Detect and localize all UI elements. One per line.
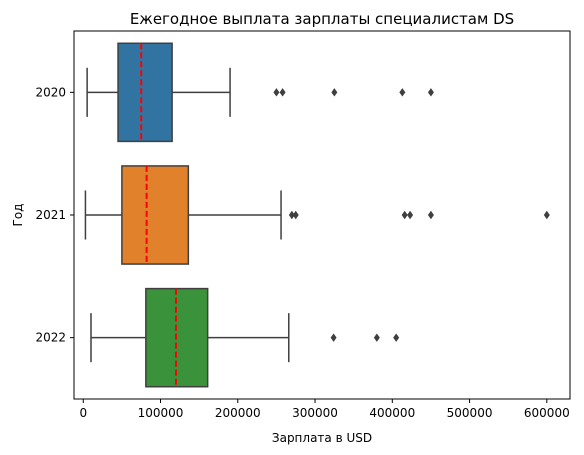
outlier-year-2021-0 [288,210,295,220]
y-tick-label-year-2020: 2020 [35,85,66,99]
box-year-2020 [117,42,173,143]
outlier-year-2020-4 [427,88,434,97]
axes: 2020 2021 2022 0 100000 200000 300000 400000 500… [35,85,569,420]
y-axis-label: Год [11,204,25,227]
outlier-year-2021-3 [407,210,414,220]
x-tick-label-100000: 100000 [138,406,184,420]
outlier-year-2022-2 [393,333,400,342]
outlier-year-2020-1 [279,88,286,97]
outlier-year-2021-1 [292,210,299,220]
plot-area [84,42,550,388]
outlier-year-2021-2 [401,210,408,220]
outlier-year-2020-0 [273,88,280,97]
outlier-year-2021-5 [543,210,550,220]
y-tick-label-year-2021: 2021 [35,208,66,222]
y-tick-label-year-2022: 2022 [35,331,66,345]
outlier-year-2022-0 [330,333,337,342]
outlier-year-2021-4 [427,210,434,220]
x-tick-label-500000: 500000 [447,406,493,420]
x-tick-label-300000: 300000 [292,406,338,420]
box-year-2021 [121,165,190,265]
x-tick-label-200000: 200000 [215,406,261,420]
x-tick-label-0: 0 [79,406,87,420]
outlier-year-2020-2 [331,88,338,97]
x-tick-label-400000: 400000 [369,406,415,420]
x-axis-label: Зарплата в USD [272,431,372,445]
x-tick-label-600000: 600000 [524,406,570,420]
chart-title: Ежегодное выплата зарплаты специалистам … [130,10,514,28]
outlier-year-2020-3 [399,88,406,97]
outlier-year-2022-1 [373,333,380,342]
